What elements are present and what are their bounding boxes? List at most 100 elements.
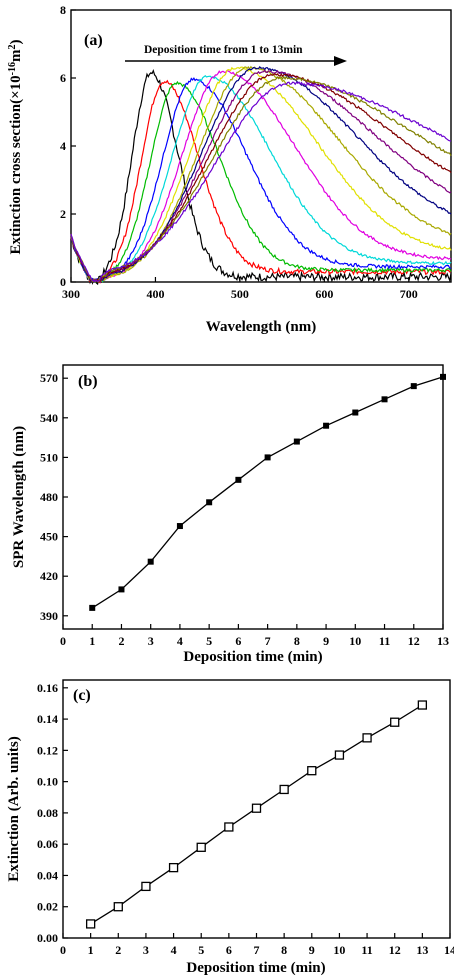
panel-c-data-point [85, 919, 96, 929]
spectrum-curve-3 [70, 80, 452, 283]
panel-b-x-tick-label: 8 [294, 634, 300, 648]
panel-b-data-point [264, 454, 271, 461]
panel-b-data-point [176, 523, 183, 530]
panel-c-series-line [90, 704, 423, 925]
spectrum-curve-2 [70, 79, 452, 284]
panel-c-y-tick-label: 0.04 [37, 868, 58, 882]
panel-b-label: (b) [78, 373, 98, 390]
panel-c-x-tick-label: 4 [171, 943, 177, 957]
panel-c-x-tick-label: 10 [333, 943, 345, 957]
panel-b-data-point [352, 409, 359, 416]
panel-c-data-point [224, 822, 234, 832]
panel-c-x-tick-label: 7 [254, 943, 260, 957]
panel-c-data-point [307, 766, 317, 776]
panel-b-x-tick-label: 3 [148, 634, 154, 648]
panel-b-y-tick-label: 390 [40, 609, 58, 623]
panel-a-x-tick-label: 300 [62, 287, 80, 301]
panel-a-label: (a) [84, 32, 103, 49]
panel-c-x-tick-label: 0 [60, 943, 66, 957]
panel-a-curves [70, 65, 452, 286]
panel-b-data-point [89, 604, 96, 611]
panel-c-y-tick-label: 0.02 [37, 900, 58, 914]
panel-a-x-tick-label: 700 [400, 287, 418, 301]
panel-b-data-point [293, 438, 300, 445]
panel-a-x-axis-title: Wavelength (nm) [206, 319, 316, 335]
panel-c-data-point [279, 784, 289, 795]
spectrum-curve-11 [70, 73, 452, 282]
panel-c-x-tick-label: 9 [309, 943, 315, 957]
panel-b-series-line [91, 376, 444, 609]
panel-c-y-tick-label: 0.14 [37, 712, 58, 726]
panel-b-data-point [206, 499, 213, 506]
spectrum-curve-13 [70, 81, 452, 283]
panel-a-y-tick-label: 4 [60, 139, 66, 153]
spectrum-curve-8 [70, 65, 452, 283]
panel-b-x-tick-label: 13 [437, 634, 449, 648]
panel-b-x-tick-label: 0 [60, 634, 66, 648]
panel-b-y-tick-label: 480 [40, 490, 58, 504]
panel-b-x-tick-label: 1 [89, 634, 95, 648]
spectrum-curve-5 [70, 75, 452, 282]
panel-c-y-tick-label: 0.10 [37, 775, 58, 789]
panel-c-data-point [251, 803, 262, 813]
panel-c-x-tick-label: 2 [115, 943, 121, 957]
panel-c-x-tick-label: 1 [88, 943, 94, 957]
panel-c-x-tick-label: 5 [198, 943, 204, 957]
panel-a-x-tick-label: 400 [146, 287, 164, 301]
spectrum-curve-1 [70, 68, 452, 286]
panel-c-y-tick-label: 0.08 [37, 806, 58, 820]
panel-c-x-tick-label: 13 [416, 943, 428, 957]
panel-a-annotation: Deposition time from 1 to 13min [144, 44, 303, 56]
panel-b: 0 1 2 3 4 5 6 7 8 9 10 11 12 13390420450480510540570 … [11, 364, 449, 665]
spectrum-curve-10 [70, 69, 452, 283]
panel-b-x-tick-label: 5 [206, 634, 212, 648]
panel-c-data-point [196, 842, 206, 852]
panel-b-x-tick-label: 12 [408, 634, 420, 648]
panel-c-y-tick-label: 0.06 [37, 837, 58, 851]
panel-b-x-tick-label: 9 [323, 634, 329, 648]
panel-c: 0 1 2 3 4 5 6 7 8 9 10 11 12 13 140.000.020.040.060.08… [6, 679, 454, 976]
panel-a-annotation-arrowhead [334, 56, 347, 66]
panel-c-x-tick-label: 14 [444, 943, 454, 957]
panel-c-data-point [362, 733, 372, 743]
panel-a-y-tick-label: 6 [60, 71, 66, 85]
panel-b-x-tick-label: 7 [265, 634, 271, 648]
panel-b-y-axis-title: SPR Wavelength (nm) [11, 426, 27, 568]
panel-b-x-tick-label: 10 [349, 634, 361, 648]
panel-c-data-point [334, 750, 345, 760]
panel-c-x-tick-label: 11 [361, 943, 372, 957]
panel-b-data-point [410, 383, 417, 390]
panel-a-ticks: 300 400 500 600 700 0 2 4 6 8 [60, 3, 418, 301]
panel-b-x-tick-label: 2 [118, 634, 124, 648]
panel-b-series [89, 373, 446, 611]
panel-b-data-point [147, 558, 154, 565]
panel-a: 300 400 500 600 700 0 2 4 6 8 (a) Deposition time… [7, 3, 452, 335]
panel-b-y-tick-label: 510 [40, 450, 58, 464]
panel-b-y-tick-label: 540 [40, 411, 58, 425]
panel-c-y-axis-title: Extinction (Arb. units) [6, 736, 22, 881]
panel-b-data-point [323, 422, 330, 429]
panel-a-x-tick-label: 500 [231, 287, 249, 301]
panel-b-y-tick-label: 420 [40, 569, 58, 583]
panel-b-data-point [118, 586, 125, 593]
panel-a-y-tick-label: 0 [60, 275, 66, 289]
panel-b-x-axis-title: Deposition time (min) [183, 649, 322, 665]
panel-c-y-tick-label: 0.00 [37, 931, 58, 945]
panel-a-y-tick-label: 2 [60, 207, 66, 221]
spectrum-curve-4 [70, 77, 452, 284]
panel-b-y-tick-label: 450 [40, 530, 58, 544]
panel-c-data-point [141, 881, 151, 892]
panel-c-series [85, 700, 428, 929]
panel-c-data-point [417, 700, 428, 710]
panel-b-x-tick-label: 6 [235, 634, 241, 648]
panel-c-y-tick-label: 0.16 [37, 681, 58, 695]
spectrum-curve-6 [70, 69, 452, 283]
panel-c-x-axis-title: Deposition time (min) [186, 960, 325, 976]
panel-b-data-point [440, 373, 446, 380]
panel-c-x-tick-label: 3 [143, 943, 149, 957]
panel-c-x-tick-label: 12 [389, 943, 401, 957]
panel-c-label: (c) [73, 687, 91, 704]
panel-b-y-tick-label: 570 [40, 371, 58, 385]
